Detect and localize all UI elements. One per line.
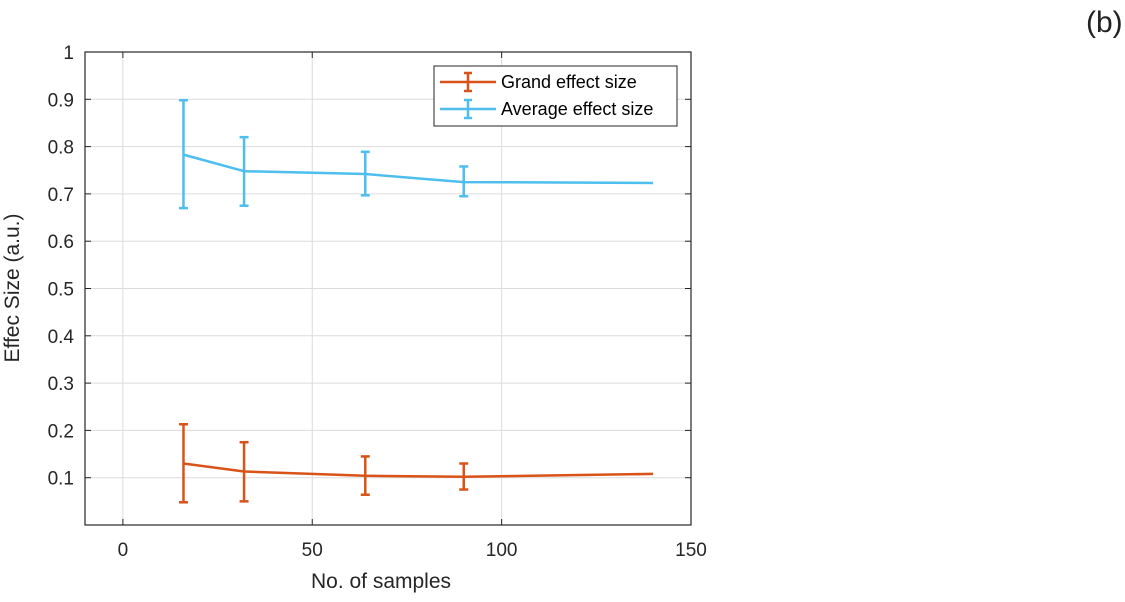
x-tick-label: 150 (675, 540, 707, 561)
y-axis-title: Effec Size (a.u.) (1, 213, 24, 362)
y-tick-label: 0.9 (48, 90, 74, 111)
series-average-effect-size (178, 98, 654, 210)
y-tick-label: 0.2 (48, 421, 74, 442)
y-tick-label: 0.7 (48, 185, 74, 206)
tick-labels: 0 50 100 150 0.1 0.2 0.3 0.4 0.5 0.6 0.7 0.8 0.9 1 (48, 43, 707, 561)
y-tick-label: 0.8 (48, 138, 74, 159)
y-tick-label: 0.3 (48, 374, 74, 395)
y-tick-label: 0.1 (48, 469, 74, 490)
legend-entry: Average effect size (440, 98, 653, 120)
x-tick-label: 50 (302, 540, 323, 561)
legend-box (433, 65, 678, 127)
legend-label: Grand effect size (501, 72, 637, 92)
legend-entry: Grand effect size (440, 71, 637, 93)
x-axis-title: No. of samples (311, 570, 451, 593)
y-tick-label: 1 (63, 43, 74, 64)
panel-label: (b) (1086, 6, 1123, 39)
legend-label: Average effect size (501, 99, 653, 119)
series-grand-effect-size (178, 423, 654, 504)
x-tick-label: 100 (486, 540, 518, 561)
plot-border (84, 51, 692, 526)
y-tick-label: 0.4 (48, 327, 75, 348)
data-series (178, 98, 654, 504)
x-tick-label: 0 (118, 540, 129, 561)
y-tick-label: 0.5 (48, 280, 74, 301)
legend: Grand effect size Average effect size (433, 65, 678, 127)
y-tick-label: 0.6 (48, 232, 74, 253)
